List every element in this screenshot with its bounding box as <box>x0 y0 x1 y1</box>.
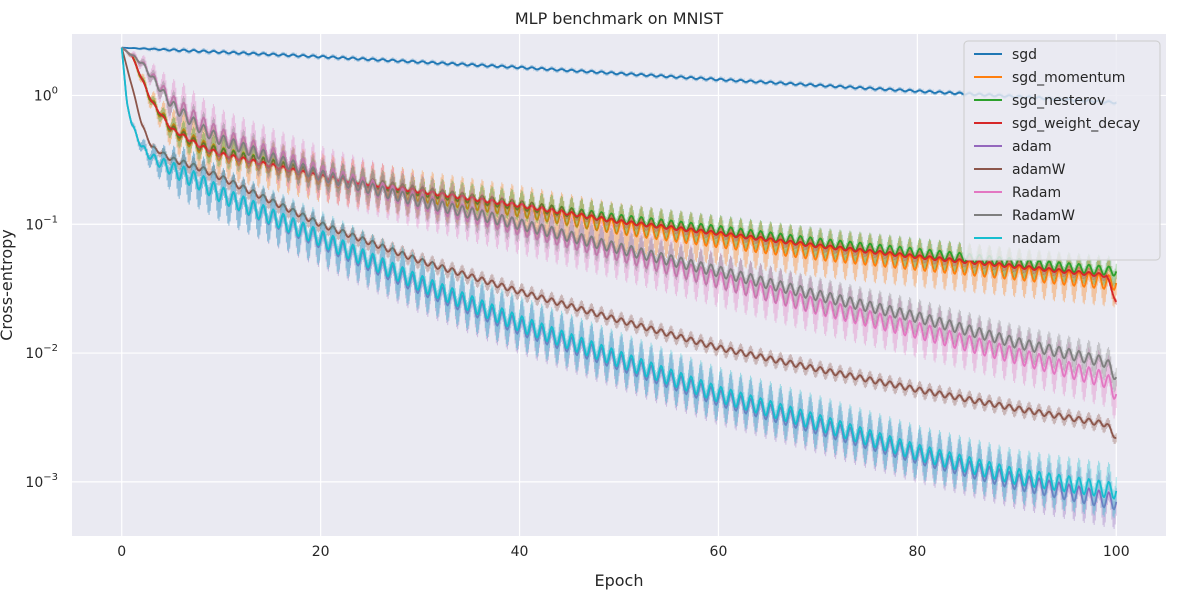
legend-label-sgd_nesterov: sgd_nesterov <box>1012 93 1105 109</box>
legend-label-sgd_weight_decay: sgd_weight_decay <box>1012 116 1140 132</box>
y-tick-label: 100 <box>34 85 58 104</box>
series-band-RadamW <box>121 47 1117 393</box>
legend-label-Radam: Radam <box>1012 185 1061 201</box>
series-band-sgd_weight_decay <box>121 47 1117 305</box>
series-band-sgd_nesterov <box>121 47 1117 287</box>
series-line-sgd <box>121 46 1117 105</box>
legend-label-RadamW: RadamW <box>1012 208 1075 224</box>
series-band-Radam <box>121 47 1117 419</box>
y-tick-label: 10−3 <box>25 472 58 491</box>
chart-title: MLP benchmark on MNIST <box>515 9 724 28</box>
legend-label-sgd_momentum: sgd_momentum <box>1012 70 1125 86</box>
series-line-adamW <box>120 47 1117 439</box>
y-axis-label: Cross-entropy <box>0 229 16 341</box>
series-line-RadamW <box>121 46 1118 381</box>
y-tick-label: 10−2 <box>25 343 58 362</box>
x-axis: 0 20 40 60 80 100 <box>117 544 1129 560</box>
x-tick-label: 100 <box>1103 544 1130 560</box>
series-line-sgd_weight_decay <box>121 46 1118 303</box>
x-tick-label: 20 <box>312 544 330 560</box>
x-tick-label: 0 <box>117 544 126 560</box>
series-band-sgd_momentum <box>121 47 1117 308</box>
series-band-nadam <box>121 47 1117 519</box>
y-axis: 100 10−1 10−2 10−3 <box>25 85 58 490</box>
x-axis-label: Epoch <box>595 571 644 590</box>
plot-lines <box>120 45 1118 530</box>
series-line-sgd_nesterov <box>121 46 1118 277</box>
series-band-adam <box>121 47 1117 530</box>
legend-box <box>963 40 1161 261</box>
series-band-adamW <box>121 47 1117 445</box>
legend-label-adam: adam <box>1012 139 1052 155</box>
legend-label-nadam: nadam <box>1012 231 1061 247</box>
x-tick-label: 80 <box>908 544 926 560</box>
legend: sgd sgd_momentum sgd_nesterov sgd_weight_de… <box>963 40 1161 261</box>
y-tick-label: 10−1 <box>25 214 58 233</box>
series-line-nadam <box>120 47 1118 500</box>
series-line-sgd_momentum <box>121 46 1118 291</box>
x-tick-label: 40 <box>511 544 529 560</box>
legend-label-adamW: adamW <box>1012 162 1066 178</box>
legend-label-sgd: sgd <box>1012 47 1037 63</box>
x-tick-label: 60 <box>710 544 728 560</box>
